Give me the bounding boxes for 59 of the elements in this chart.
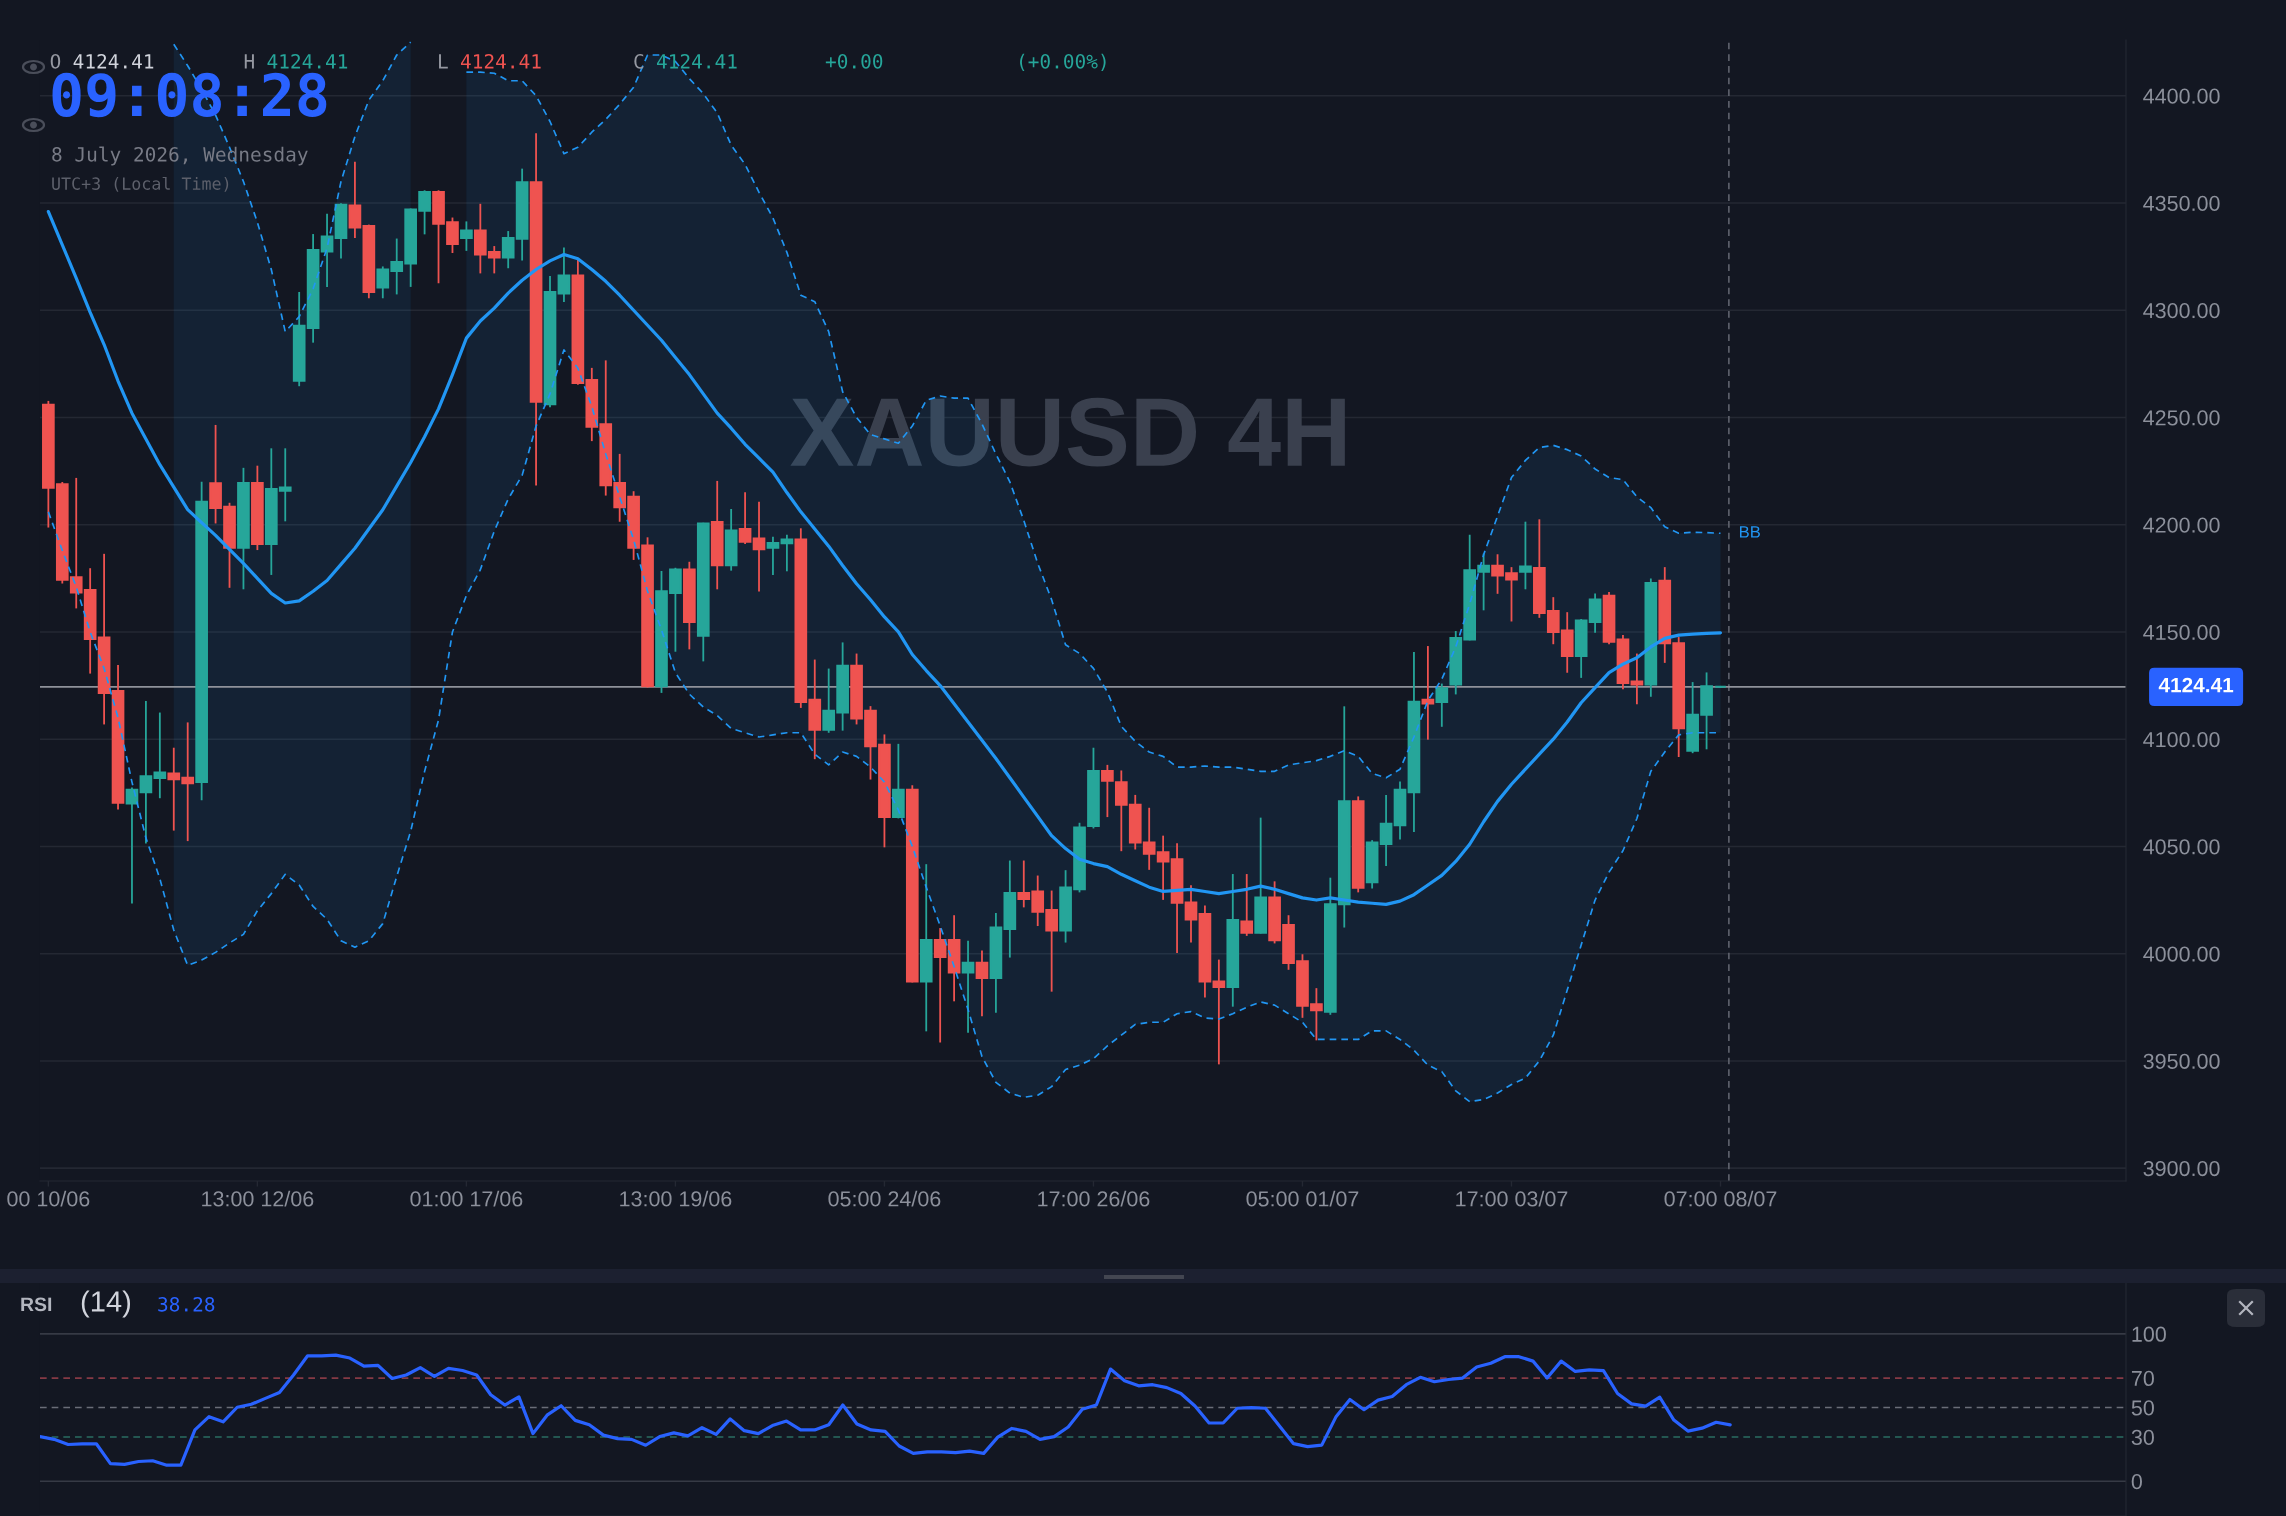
- x-tick-label: 13:00 19/06: [620, 1190, 732, 1207]
- candlestick: [975, 950, 989, 1017]
- x-tick-label: 05:00 01/07: [1246, 1190, 1359, 1207]
- candlestick: [460, 221, 473, 251]
- x-tick-label: 17:00 26/06: [1038, 1190, 1150, 1207]
- y-tick-label: 100: [2132, 1326, 2166, 1342]
- candlestick: [1519, 521, 1532, 590]
- annotation: +0.00: [825, 53, 883, 69]
- candlestick: [1435, 683, 1449, 727]
- candlestick: [1240, 874, 1254, 936]
- ref-line-label: 4124.41: [2158, 677, 2234, 693]
- y-tick-label: 4100.00: [2143, 731, 2220, 748]
- candlestick: [1379, 794, 1393, 866]
- candlestick: [557, 247, 571, 302]
- y-tick-label: 4050.00: [2143, 839, 2220, 855]
- annotation: UTC+3 (Local Time): [52, 176, 229, 192]
- y-tick-label: 4150.00: [2143, 624, 2220, 640]
- text: BB: [1739, 526, 1760, 538]
- candlestick: [153, 712, 167, 799]
- y-tick-label: 4200.00: [2143, 517, 2220, 533]
- x-tick-label: 00 10/06: [7, 1190, 90, 1207]
- y-tick-label: 4400.00: [2143, 88, 2220, 104]
- candlestick: [1184, 885, 1198, 943]
- annotation: 09:08:28: [52, 72, 327, 118]
- candlestick: [320, 213, 334, 287]
- annotation: 38.28: [158, 1296, 215, 1312]
- candlestick: [752, 501, 766, 592]
- candlestick: [780, 534, 794, 572]
- x-tick-label: 07:00 08/07: [1664, 1190, 1777, 1207]
- candlestick: [348, 161, 362, 239]
- x-tick-label: 05:00 24/06: [828, 1190, 941, 1207]
- chart-title: RSI (14): [21, 1290, 131, 1318]
- x-tick-label: 17:00 03/07: [1456, 1190, 1568, 1207]
- annotation: (+0.00%): [1020, 53, 1106, 71]
- y-tick-label: 4000.00: [2143, 946, 2220, 962]
- y-tick-label: 4300.00: [2143, 303, 2220, 319]
- x-tick-label: 01:00 17/06: [410, 1190, 523, 1207]
- annotation: L 4124.41: [439, 53, 541, 69]
- y-tick-label: 4250.00: [2143, 410, 2220, 426]
- y-tick-label: 4350.00: [2143, 195, 2220, 212]
- y-tick-label: 70: [2131, 1370, 2154, 1387]
- y-tick-label: 30: [2131, 1429, 2154, 1446]
- candlestick: [139, 700, 153, 844]
- candlestick: [1630, 653, 1644, 705]
- candlestick: [1212, 959, 1226, 1065]
- candlestick: [961, 940, 975, 1033]
- x-tick-label: 13:00 12/06: [202, 1190, 314, 1207]
- annotation: 8 July 2026, Wednesday: [52, 146, 308, 166]
- candlestick: [738, 492, 752, 545]
- line-series: [46, 209, 1723, 906]
- candlestick: [766, 536, 780, 575]
- y-tick-label: 0: [2131, 1473, 2142, 1490]
- annotation: H 4124.41: [244, 53, 348, 69]
- annotation: O 4124.41: [50, 53, 154, 69]
- y-tick-label: 50: [2131, 1400, 2154, 1416]
- y-tick-label: 3900.00: [2143, 1160, 2220, 1177]
- y-tick-label: 3950.00: [2143, 1053, 2220, 1069]
- candlestick: [1588, 593, 1602, 633]
- line-series: [40, 1353, 1732, 1467]
